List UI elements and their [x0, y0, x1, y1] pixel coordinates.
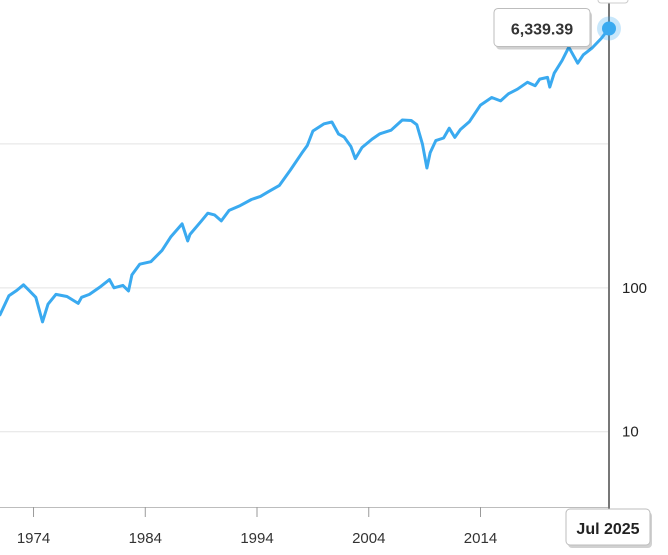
endpoint-marker [602, 21, 616, 36]
gridlines [0, 143, 609, 433]
date-callout-box [565, 508, 651, 546]
x-tick-label-1994: 1994 [240, 530, 273, 547]
series-layer [0, 27, 611, 324]
crosshair: 6,339.39 Jul 2025 [493, 0, 652, 548]
crosshair-top-cap [597, 0, 629, 4]
value-callout-box [493, 7, 591, 47]
series-line-0 [0, 27, 611, 324]
x-axis-ticks: 1974 1984 1994 2004 2014 [0, 507, 609, 547]
x-tick-label-1974: 1974 [17, 530, 50, 547]
y-axis-ticks: 10 100 [622, 280, 647, 441]
date-callout-label: Jul 2025 [576, 521, 639, 538]
y-tick-label-10: 10 [622, 424, 639, 441]
x-tick-label-2014: 2014 [464, 530, 497, 547]
x-tick-label-1984: 1984 [129, 530, 162, 547]
x-tick-label-2004: 2004 [352, 530, 385, 547]
y-tick-label-100: 100 [622, 280, 647, 297]
value-callout-label: 6,339.39 [511, 21, 573, 38]
